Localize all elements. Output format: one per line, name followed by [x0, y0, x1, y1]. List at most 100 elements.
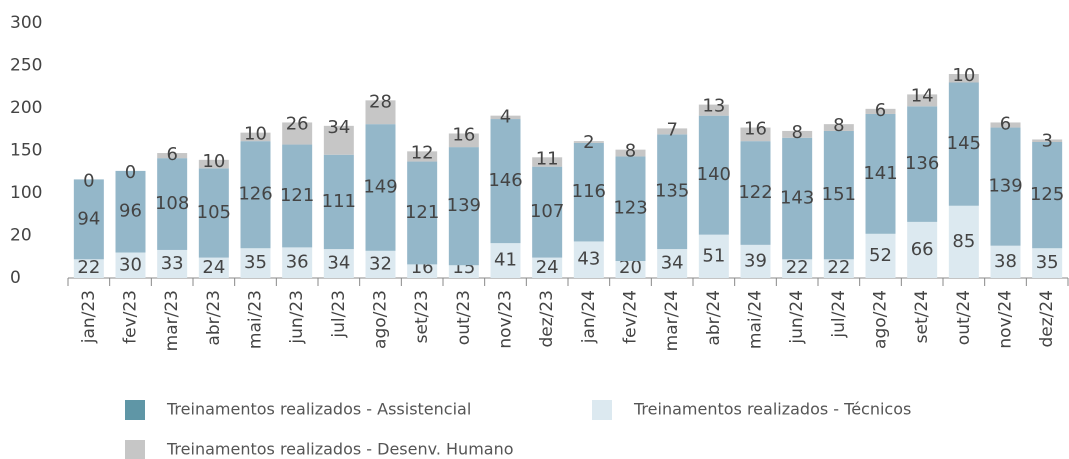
data-label: 146: [488, 170, 522, 191]
bar-segment: [865, 233, 896, 278]
data-label: 10: [244, 124, 267, 145]
data-label: 135: [655, 181, 689, 202]
x-tick-label: dez/24: [1037, 290, 1057, 348]
bar-segment: [657, 249, 688, 278]
x-tick-label: out/23: [454, 290, 474, 345]
data-label: 140: [697, 164, 731, 185]
x-tick-label: mai/24: [746, 290, 766, 349]
x-tick-label: nov/24: [996, 290, 1016, 349]
x-tick-label: jun/23: [287, 290, 307, 345]
bar-segment: [448, 265, 479, 278]
data-label: 121: [405, 202, 439, 223]
data-label: 139: [988, 176, 1022, 197]
bar-segment: [115, 252, 146, 278]
data-label: 20: [619, 257, 642, 278]
x-tick-label: abr/24: [704, 290, 724, 346]
data-label: 123: [613, 198, 647, 219]
bar-segment: [865, 108, 896, 114]
data-label: 141: [863, 163, 897, 184]
data-label: 0: [125, 162, 136, 183]
data-label: 116: [572, 181, 606, 202]
bar-segment: [282, 247, 313, 278]
data-label: 143: [780, 188, 814, 209]
data-label: 43: [577, 249, 600, 270]
bar-segment: [615, 149, 646, 157]
data-label: 12: [411, 142, 434, 163]
data-label: 6: [1000, 113, 1011, 134]
bar-segment: [990, 245, 1021, 278]
bar-segment: [865, 113, 896, 234]
data-label: 10: [202, 151, 225, 172]
x-tick-label: mai/23: [246, 290, 266, 349]
data-label: 94: [77, 208, 100, 229]
data-label: 8: [625, 141, 636, 162]
bar-segment: [740, 127, 771, 142]
bar-segment: [573, 141, 604, 143]
bar-segment: [198, 257, 229, 278]
bar-segment: [407, 151, 438, 162]
bar-segment: [532, 166, 563, 258]
data-label: 41: [494, 250, 517, 271]
bar-segment: [698, 104, 729, 116]
legend-swatch: [592, 400, 612, 420]
data-label: 14: [911, 85, 934, 106]
data-label: 22: [77, 257, 100, 278]
bar-segment: [1032, 139, 1063, 142]
bar-segment: [323, 249, 354, 278]
bar-segment: [157, 153, 188, 159]
data-label: 149: [363, 176, 397, 197]
data-label: 32: [369, 253, 392, 274]
bar-segment: [782, 130, 813, 138]
bar-segment: [407, 161, 438, 265]
data-label: 105: [197, 202, 231, 223]
bar-segment: [657, 128, 688, 135]
data-label: 107: [530, 201, 564, 222]
x-tick-label: out/24: [954, 290, 974, 345]
bar-segment: [657, 134, 688, 250]
legend-label: Treinamentos realizados - Técnicos: [633, 400, 911, 419]
bar-segment: [740, 244, 771, 278]
x-tick-label: mar/23: [162, 290, 182, 351]
data-label: 151: [822, 184, 856, 205]
x-tick-label: fev/24: [621, 290, 641, 344]
data-label: 139: [447, 195, 481, 216]
bar-segment: [948, 205, 979, 278]
data-label: 85: [952, 231, 975, 252]
bar-segment: [490, 243, 521, 278]
data-label: 125: [1030, 184, 1064, 205]
data-label: 0: [83, 170, 94, 191]
bar-segment: [823, 130, 854, 260]
bar-segment: [240, 132, 271, 142]
data-label: 13: [702, 96, 725, 117]
data-label: 30: [119, 254, 142, 275]
bar-segment: [907, 221, 938, 278]
data-label: 111: [322, 191, 356, 212]
data-label: 6: [166, 144, 177, 165]
bar-segment: [407, 264, 438, 278]
bar-segment: [73, 179, 104, 260]
bar-segment: [615, 156, 646, 261]
bar-segment: [240, 248, 271, 278]
bar-segment: [823, 124, 854, 131]
bar-segment: [157, 158, 188, 250]
y-tick-label: 250: [10, 56, 42, 76]
data-label: 2: [583, 132, 594, 153]
bar-segment: [532, 257, 563, 278]
data-label: 7: [666, 119, 677, 140]
data-label: 28: [369, 91, 392, 112]
bar-segment: [698, 115, 729, 235]
data-label: 96: [119, 201, 142, 222]
y-tick-label: 300: [10, 13, 42, 33]
bar-segment: [573, 241, 604, 278]
bar-segment: [948, 74, 979, 83]
x-tick-label: set/23: [412, 290, 432, 343]
bar-segment: [323, 125, 354, 155]
bar-segment: [1032, 248, 1063, 278]
x-tick-label: jul/24: [829, 290, 849, 339]
bar-segment: [615, 261, 646, 278]
data-label: 34: [327, 253, 350, 274]
data-label: 16: [744, 119, 767, 140]
bar-segment: [1032, 142, 1063, 249]
bar-segment: [782, 137, 813, 260]
